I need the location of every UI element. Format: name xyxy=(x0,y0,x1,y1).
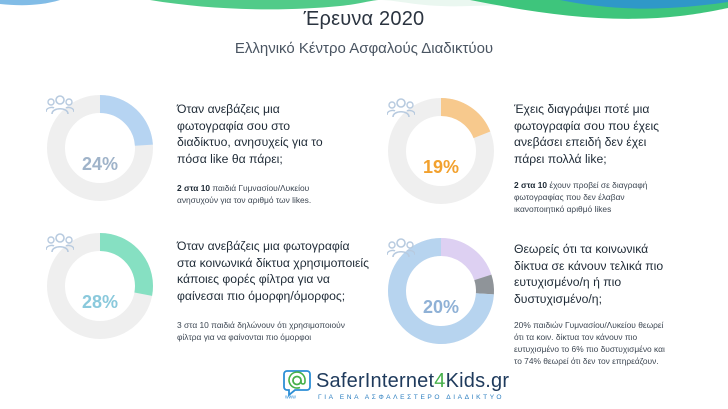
answer-note: 2 στα 10 έχουν προβεί σε διαγραφή φωτογρ… xyxy=(514,180,648,214)
donut-slice xyxy=(440,98,491,139)
people-icon xyxy=(46,95,74,115)
page-subtitle: Ελληνικό Κέντρο Ασφαλούς Διαδικτύου xyxy=(234,40,494,57)
brand-name: SaferInternet4Kids.gr xyxy=(316,370,510,392)
question-text: Θεωρείς ότι τα κοινωνικά δίκτυα σε κάνου… xyxy=(514,242,664,306)
donut-slice xyxy=(99,233,153,296)
donut-chart-24: 24% xyxy=(46,94,154,202)
top-wave-decoration xyxy=(0,0,728,19)
percent-value: 20% xyxy=(422,297,460,317)
answer-note: 2 στα 10 παιδιά Γυμνασίου/Λυκείου ανησυχ… xyxy=(177,183,312,205)
question-text: Όταν ανεβάζεις μια φωτογραφία σου στο δι… xyxy=(177,102,323,166)
donut-chart-28: 28% xyxy=(46,232,154,340)
brand-tagline: ΓΙΑ ΕΝΑ ΑΣΦΑΛΕΣΤΕΡΟ ΔΙΑΔΙΚΤΥΟ xyxy=(318,394,505,401)
question-text: Όταν ανεβάζεις μια φωτογραφία στα κοινων… xyxy=(177,239,370,303)
people-icon xyxy=(46,233,74,253)
header: Έρευνα 2020 Ελληνικό Κέντρο Ασφαλούς Δια… xyxy=(0,8,728,57)
logo-www-text: www xyxy=(285,395,296,400)
donut-chart-19: 19% xyxy=(387,97,495,205)
percent-value: 28% xyxy=(81,292,119,312)
percent-value: 19% xyxy=(422,157,460,177)
answer-note: 20% παιδιών Γυμνασίου/Λυκείου θεωρεί ότι… xyxy=(514,320,665,366)
donut-slice xyxy=(99,95,153,147)
answer-note: 3 στα 10 παιδιά δηλώνουν ότι χρησιμοποιο… xyxy=(177,320,345,342)
at-sign-logo-icon: www xyxy=(283,370,311,400)
question-text: Έχεις διαγράψει ποτέ μια φωτογραφία σου … xyxy=(514,102,660,166)
donut-slice xyxy=(388,238,494,344)
donut-chart-20: 20% xyxy=(387,237,495,345)
percent-value: 24% xyxy=(81,154,119,174)
people-icon xyxy=(387,238,415,258)
people-icon xyxy=(387,98,415,118)
donut-slice xyxy=(440,238,492,281)
page-title: Έρευνα 2020 xyxy=(303,8,425,30)
donut-slice xyxy=(474,274,494,295)
